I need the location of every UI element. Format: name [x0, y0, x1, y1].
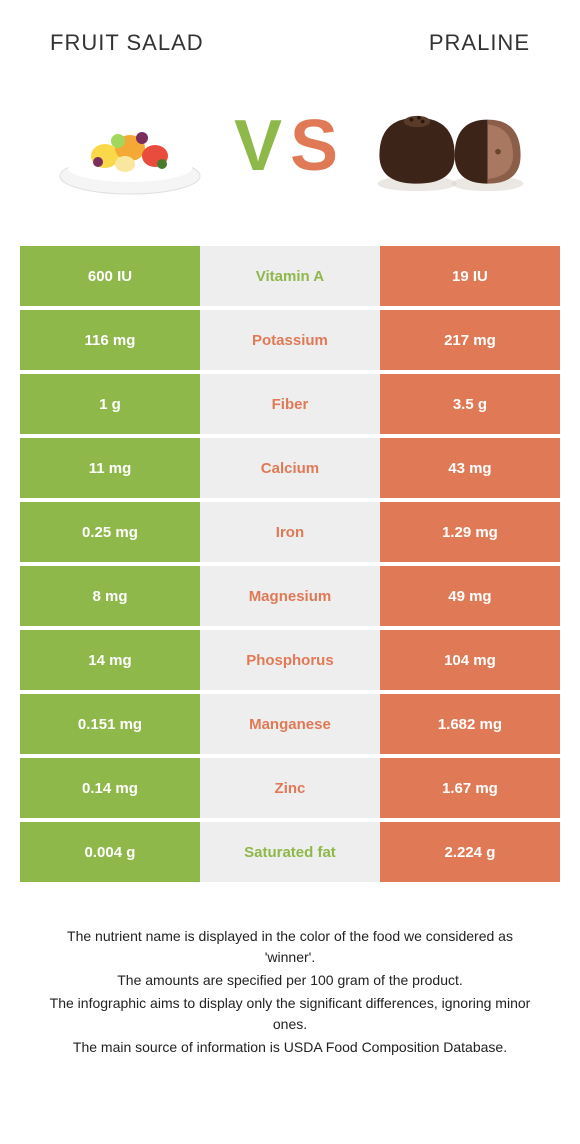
nutrient-row: 14 mgPhosphorus104 mg	[20, 630, 560, 690]
nutrient-row: 1 gFiber3.5 g	[20, 374, 560, 434]
footnote-line: The amounts are specified per 100 gram o…	[40, 970, 540, 991]
nutrient-name: Calcium	[200, 438, 380, 498]
nutrient-row: 0.151 mgManganese1.682 mg	[20, 694, 560, 754]
fruit-salad-image	[50, 86, 210, 206]
nutrient-row: 0.14 mgZinc1.67 mg	[20, 758, 560, 818]
nutrient-name: Vitamin A	[200, 246, 380, 306]
left-value: 0.25 mg	[20, 502, 200, 562]
footnote-line: The main source of information is USDA F…	[40, 1037, 540, 1058]
left-value: 0.151 mg	[20, 694, 200, 754]
right-value: 217 mg	[380, 310, 560, 370]
right-value: 104 mg	[380, 630, 560, 690]
header: Fruit salad Praline	[20, 20, 560, 86]
footnote-line: The infographic aims to display only the…	[40, 993, 540, 1035]
left-value: 0.14 mg	[20, 758, 200, 818]
left-title: Fruit salad	[50, 30, 204, 56]
nutrient-row: 0.004 gSaturated fat2.224 g	[20, 822, 560, 882]
nutrient-row: 600 IUVitamin A19 IU	[20, 246, 560, 306]
right-value: 3.5 g	[380, 374, 560, 434]
nutrient-name: Potassium	[200, 310, 380, 370]
left-value: 116 mg	[20, 310, 200, 370]
nutrient-name: Saturated fat	[200, 822, 380, 882]
right-value: 1.29 mg	[380, 502, 560, 562]
right-value: 1.67 mg	[380, 758, 560, 818]
right-value: 43 mg	[380, 438, 560, 498]
nutrient-row: 11 mgCalcium43 mg	[20, 438, 560, 498]
footnote-line: The nutrient name is displayed in the co…	[40, 926, 540, 968]
nutrient-name: Magnesium	[200, 566, 380, 626]
vs-v: V	[234, 106, 290, 186]
hero-row: VS	[20, 86, 560, 246]
left-value: 11 mg	[20, 438, 200, 498]
nutrient-name: Phosphorus	[200, 630, 380, 690]
nutrient-name: Zinc	[200, 758, 380, 818]
footnotes: The nutrient name is displayed in the co…	[20, 886, 560, 1058]
vs-label: VS	[234, 105, 346, 187]
nutrient-table: 600 IUVitamin A19 IU116 mgPotassium217 m…	[20, 246, 560, 882]
nutrient-name: Iron	[200, 502, 380, 562]
left-value: 8 mg	[20, 566, 200, 626]
nutrient-row: 8 mgMagnesium49 mg	[20, 566, 560, 626]
nutrient-row: 0.25 mgIron1.29 mg	[20, 502, 560, 562]
nutrient-row: 116 mgPotassium217 mg	[20, 310, 560, 370]
right-value: 49 mg	[380, 566, 560, 626]
vs-s: S	[290, 106, 346, 186]
left-value: 0.004 g	[20, 822, 200, 882]
praline-image	[370, 86, 530, 206]
right-value: 2.224 g	[380, 822, 560, 882]
nutrient-name: Fiber	[200, 374, 380, 434]
right-value: 1.682 mg	[380, 694, 560, 754]
right-title: Praline	[429, 30, 530, 56]
left-value: 600 IU	[20, 246, 200, 306]
left-value: 14 mg	[20, 630, 200, 690]
right-value: 19 IU	[380, 246, 560, 306]
nutrient-name: Manganese	[200, 694, 380, 754]
left-value: 1 g	[20, 374, 200, 434]
